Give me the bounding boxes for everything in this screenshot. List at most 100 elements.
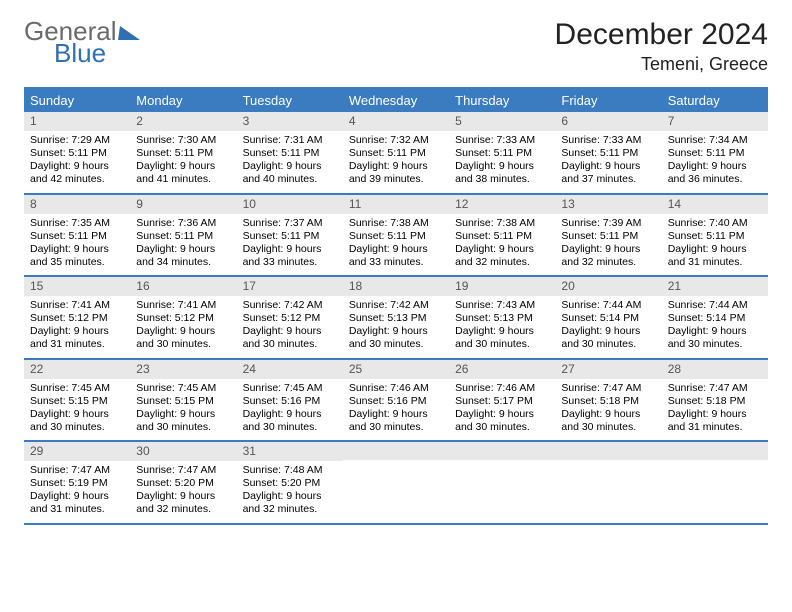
day-cell: 27Sunrise: 7:47 AMSunset: 5:18 PMDayligh… xyxy=(555,360,661,441)
sunrise-text: Sunrise: 7:32 AM xyxy=(349,134,443,147)
week-row: 15Sunrise: 7:41 AMSunset: 5:12 PMDayligh… xyxy=(24,277,768,360)
daylight-text: Daylight: 9 hours and 30 minutes. xyxy=(455,325,549,351)
daylight-text: Daylight: 9 hours and 38 minutes. xyxy=(455,160,549,186)
dow-header: Tuesday xyxy=(237,89,343,112)
daylight-text: Daylight: 9 hours and 31 minutes. xyxy=(30,490,124,516)
day-number: 12 xyxy=(449,195,555,214)
sunset-text: Sunset: 5:15 PM xyxy=(136,395,230,408)
day-body: Sunrise: 7:42 AMSunset: 5:12 PMDaylight:… xyxy=(237,296,343,358)
sunset-text: Sunset: 5:14 PM xyxy=(668,312,762,325)
day-body: Sunrise: 7:47 AMSunset: 5:20 PMDaylight:… xyxy=(130,461,236,523)
day-body: Sunrise: 7:43 AMSunset: 5:13 PMDaylight:… xyxy=(449,296,555,358)
sunrise-text: Sunrise: 7:34 AM xyxy=(668,134,762,147)
sunset-text: Sunset: 5:15 PM xyxy=(30,395,124,408)
sunrise-text: Sunrise: 7:36 AM xyxy=(136,217,230,230)
day-number: 29 xyxy=(24,442,130,461)
sunrise-text: Sunrise: 7:33 AM xyxy=(561,134,655,147)
day-cell: 28Sunrise: 7:47 AMSunset: 5:18 PMDayligh… xyxy=(662,360,768,441)
sunset-text: Sunset: 5:11 PM xyxy=(30,230,124,243)
sunrise-text: Sunrise: 7:47 AM xyxy=(668,382,762,395)
day-body xyxy=(343,460,449,512)
daylight-text: Daylight: 9 hours and 32 minutes. xyxy=(243,490,337,516)
day-body: Sunrise: 7:35 AMSunset: 5:11 PMDaylight:… xyxy=(24,214,130,276)
sunset-text: Sunset: 5:12 PM xyxy=(243,312,337,325)
sunset-text: Sunset: 5:16 PM xyxy=(243,395,337,408)
day-cell: 3Sunrise: 7:31 AMSunset: 5:11 PMDaylight… xyxy=(237,112,343,193)
day-body: Sunrise: 7:45 AMSunset: 5:15 PMDaylight:… xyxy=(130,379,236,441)
day-body: Sunrise: 7:34 AMSunset: 5:11 PMDaylight:… xyxy=(662,131,768,193)
day-body: Sunrise: 7:33 AMSunset: 5:11 PMDaylight:… xyxy=(449,131,555,193)
week-row: 29Sunrise: 7:47 AMSunset: 5:19 PMDayligh… xyxy=(24,442,768,525)
sunset-text: Sunset: 5:11 PM xyxy=(668,230,762,243)
day-number: 26 xyxy=(449,360,555,379)
day-number: 21 xyxy=(662,277,768,296)
day-number: 2 xyxy=(130,112,236,131)
day-number: 10 xyxy=(237,195,343,214)
day-body xyxy=(662,460,768,512)
sunrise-text: Sunrise: 7:47 AM xyxy=(136,464,230,477)
day-number xyxy=(449,442,555,460)
sunset-text: Sunset: 5:20 PM xyxy=(136,477,230,490)
day-number xyxy=(343,442,449,460)
day-cell xyxy=(555,442,661,523)
day-number: 8 xyxy=(24,195,130,214)
sunset-text: Sunset: 5:11 PM xyxy=(349,147,443,160)
daylight-text: Daylight: 9 hours and 35 minutes. xyxy=(30,243,124,269)
day-cell: 7Sunrise: 7:34 AMSunset: 5:11 PMDaylight… xyxy=(662,112,768,193)
day-number: 3 xyxy=(237,112,343,131)
day-number: 22 xyxy=(24,360,130,379)
day-number: 5 xyxy=(449,112,555,131)
day-body: Sunrise: 7:38 AMSunset: 5:11 PMDaylight:… xyxy=(449,214,555,276)
day-number: 28 xyxy=(662,360,768,379)
day-number xyxy=(662,442,768,460)
daylight-text: Daylight: 9 hours and 40 minutes. xyxy=(243,160,337,186)
daylight-text: Daylight: 9 hours and 30 minutes. xyxy=(455,408,549,434)
daylight-text: Daylight: 9 hours and 30 minutes. xyxy=(136,325,230,351)
sunset-text: Sunset: 5:13 PM xyxy=(455,312,549,325)
daylight-text: Daylight: 9 hours and 30 minutes. xyxy=(349,325,443,351)
dow-header-row: SundayMondayTuesdayWednesdayThursdayFrid… xyxy=(24,89,768,112)
day-cell: 20Sunrise: 7:44 AMSunset: 5:14 PMDayligh… xyxy=(555,277,661,358)
sunrise-text: Sunrise: 7:41 AM xyxy=(30,299,124,312)
day-cell xyxy=(449,442,555,523)
sunrise-text: Sunrise: 7:46 AM xyxy=(349,382,443,395)
daylight-text: Daylight: 9 hours and 30 minutes. xyxy=(561,408,655,434)
day-body xyxy=(555,460,661,512)
day-body: Sunrise: 7:46 AMSunset: 5:17 PMDaylight:… xyxy=(449,379,555,441)
sunrise-text: Sunrise: 7:31 AM xyxy=(243,134,337,147)
daylight-text: Daylight: 9 hours and 31 minutes. xyxy=(30,325,124,351)
day-number: 31 xyxy=(237,442,343,461)
sunset-text: Sunset: 5:11 PM xyxy=(561,230,655,243)
day-body: Sunrise: 7:45 AMSunset: 5:15 PMDaylight:… xyxy=(24,379,130,441)
day-body: Sunrise: 7:38 AMSunset: 5:11 PMDaylight:… xyxy=(343,214,449,276)
page-title: December 2024 xyxy=(555,18,768,52)
day-number: 4 xyxy=(343,112,449,131)
sunrise-text: Sunrise: 7:46 AM xyxy=(455,382,549,395)
day-number: 6 xyxy=(555,112,661,131)
week-row: 8Sunrise: 7:35 AMSunset: 5:11 PMDaylight… xyxy=(24,195,768,278)
daylight-text: Daylight: 9 hours and 33 minutes. xyxy=(349,243,443,269)
logo: General Blue xyxy=(24,18,141,66)
sunset-text: Sunset: 5:16 PM xyxy=(349,395,443,408)
day-body: Sunrise: 7:39 AMSunset: 5:11 PMDaylight:… xyxy=(555,214,661,276)
day-cell: 31Sunrise: 7:48 AMSunset: 5:20 PMDayligh… xyxy=(237,442,343,523)
sunset-text: Sunset: 5:11 PM xyxy=(455,147,549,160)
sunset-text: Sunset: 5:13 PM xyxy=(349,312,443,325)
day-body xyxy=(449,460,555,512)
sunrise-text: Sunrise: 7:33 AM xyxy=(455,134,549,147)
day-cell xyxy=(662,442,768,523)
day-cell: 9Sunrise: 7:36 AMSunset: 5:11 PMDaylight… xyxy=(130,195,236,276)
day-number: 23 xyxy=(130,360,236,379)
day-body: Sunrise: 7:33 AMSunset: 5:11 PMDaylight:… xyxy=(555,131,661,193)
week-row: 1Sunrise: 7:29 AMSunset: 5:11 PMDaylight… xyxy=(24,112,768,195)
day-body: Sunrise: 7:29 AMSunset: 5:11 PMDaylight:… xyxy=(24,131,130,193)
sunrise-text: Sunrise: 7:44 AM xyxy=(561,299,655,312)
sunrise-text: Sunrise: 7:45 AM xyxy=(30,382,124,395)
dow-header: Friday xyxy=(555,89,661,112)
day-body: Sunrise: 7:45 AMSunset: 5:16 PMDaylight:… xyxy=(237,379,343,441)
daylight-text: Daylight: 9 hours and 30 minutes. xyxy=(136,408,230,434)
day-cell: 23Sunrise: 7:45 AMSunset: 5:15 PMDayligh… xyxy=(130,360,236,441)
logo-text-blue: Blue xyxy=(24,40,141,66)
sunset-text: Sunset: 5:14 PM xyxy=(561,312,655,325)
location-label: Temeni, Greece xyxy=(555,54,768,75)
